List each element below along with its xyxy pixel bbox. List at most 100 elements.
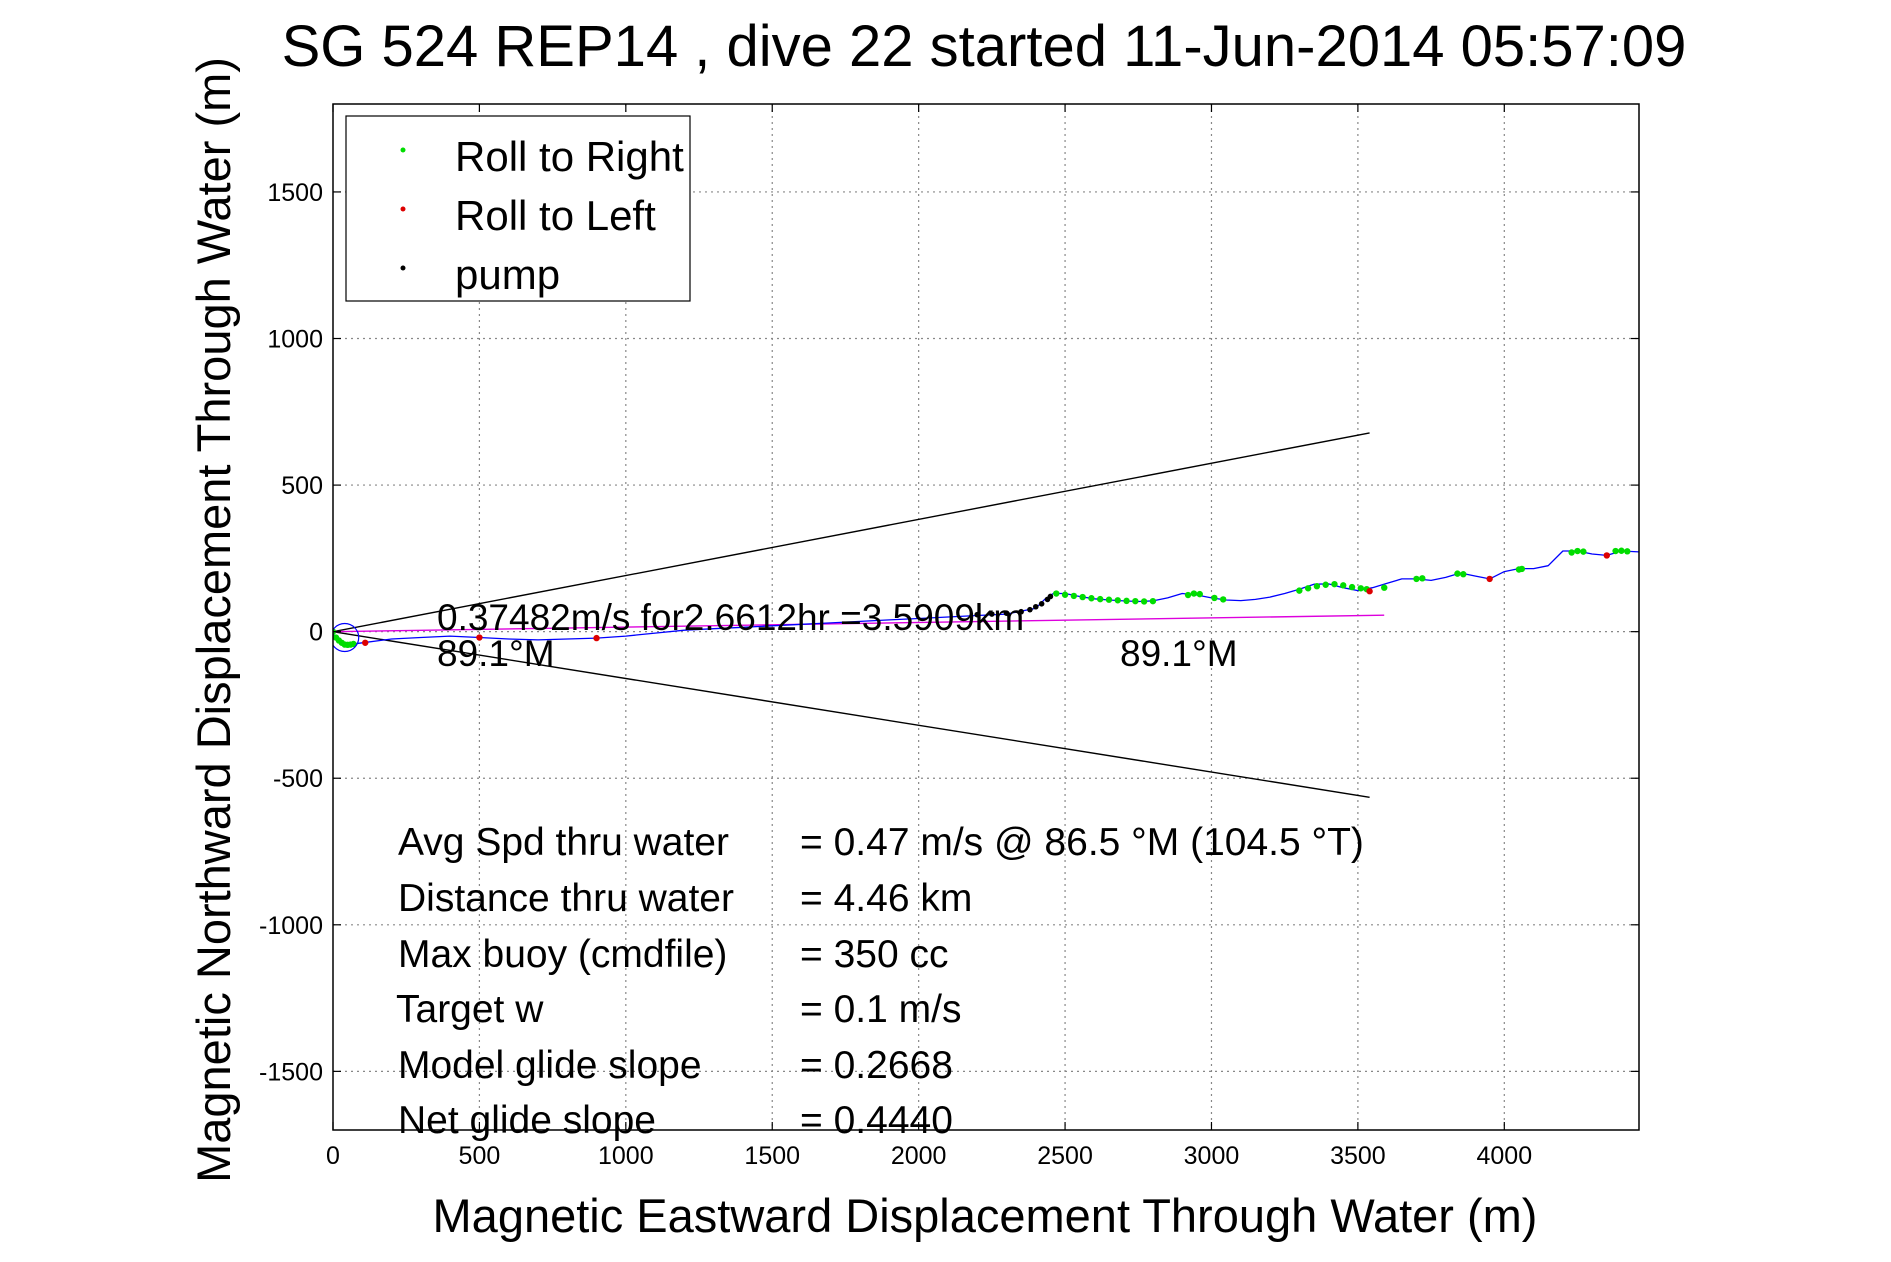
heading-annotation-left: 89.1°M [437, 633, 555, 674]
y-tick-label: 1500 [267, 179, 323, 207]
roll-right-point [1184, 591, 1192, 599]
roll-right-point [1331, 580, 1338, 588]
heading-annotation-right: 89.1°M [1120, 633, 1238, 674]
roll-right-point [1568, 549, 1575, 556]
x-tick-label: 3500 [1330, 1142, 1386, 1170]
x-tick-label: 2000 [891, 1142, 947, 1170]
x-tick-label: 1000 [598, 1142, 654, 1170]
stat-label: Net glide slope [398, 1099, 656, 1142]
roll-right-point [1413, 575, 1420, 583]
chart-title: SG 524 REP14 , dive 22 started 11-Jun-20… [282, 14, 1687, 79]
stat-label: Avg Spd thru water [398, 821, 729, 864]
pump-point [1018, 608, 1024, 615]
dive-stats: Avg Spd thru water = 0.47 m/s @ 86.5 °M … [396, 821, 1364, 1142]
legend-label-roll-right: Roll to Right [455, 133, 684, 180]
legend-marker-roll-left [400, 206, 406, 212]
roll-right-point [1123, 597, 1130, 605]
y-tick-label: -500 [273, 765, 323, 793]
x-tick-label: 3000 [1184, 1142, 1240, 1170]
roll-left-point [1603, 552, 1610, 559]
y-tick-label: -1000 [259, 912, 323, 940]
roll-right-point [1211, 594, 1218, 602]
stat-label: Max buoy (cmdfile) [398, 933, 727, 976]
roll-right-point [1381, 584, 1388, 591]
y-tick-label: -1500 [259, 1058, 323, 1086]
roll-right-point [1061, 591, 1069, 598]
roll-right-point [1574, 547, 1581, 555]
stat-value: = 0.4440 [800, 1099, 953, 1142]
roll-right-point [1357, 585, 1365, 592]
roll-right-point [1348, 583, 1356, 591]
cone-lower-line [333, 631, 1370, 798]
x-tick-label: 1500 [744, 1142, 800, 1170]
stat-value: = 0.1 m/s [800, 988, 961, 1031]
stat-label: Target w [396, 988, 544, 1031]
roll-right-point [350, 640, 357, 648]
heading-line [333, 614, 1385, 633]
start-loop-marker [333, 622, 360, 653]
roll-left-point [476, 634, 483, 641]
roll-right-point [1088, 595, 1095, 602]
roll-right-point [1518, 565, 1526, 573]
legend-label-pump: pump [455, 251, 560, 298]
roll-right-point [1419, 575, 1426, 582]
pump-point [1032, 603, 1039, 610]
roll-left-point [593, 634, 600, 642]
legend-marker-roll-right [400, 147, 406, 153]
pump-point [974, 611, 981, 618]
roll-left-point [1486, 575, 1493, 583]
stat-value: = 350 cc [800, 933, 949, 976]
data-layer [333, 432, 1639, 798]
stat-label: Model glide slope [398, 1044, 702, 1087]
stat-label: Distance thru water [398, 877, 734, 920]
cone-upper-line [333, 432, 1370, 633]
roll-right-point [1190, 590, 1198, 597]
roll-right-point [1624, 548, 1631, 555]
roll-right-point [1304, 585, 1312, 592]
x-tick-label: 4000 [1476, 1142, 1532, 1170]
roll-right-point [1219, 596, 1227, 603]
speed-annotation: 0.37482m/s for2.6612hr =3.5909km [437, 597, 1024, 638]
pump-point [1003, 610, 1010, 616]
roll-right-point [1196, 590, 1203, 598]
roll-right-point [1105, 596, 1113, 603]
x-tick-label: 500 [459, 1142, 501, 1170]
x-axis-title: Magnetic Eastward Displacement Through W… [433, 1189, 1538, 1242]
roll-right-point [1313, 583, 1321, 590]
roll-right-point [1149, 597, 1157, 605]
legend: Roll to Right Roll to Left pump [345, 115, 691, 302]
roll-right-point [1340, 582, 1347, 589]
roll-right-point [1322, 581, 1329, 588]
pump-point [1047, 593, 1054, 600]
pump-point [1027, 606, 1033, 613]
pump-point [989, 611, 995, 617]
y-tick-label: 500 [281, 472, 323, 500]
roll-right-point [1053, 590, 1060, 597]
legend-marker-pump [400, 265, 406, 271]
roll-left-point [362, 639, 369, 646]
stat-value: = 0.2668 [800, 1044, 953, 1087]
roll-right-point [1618, 547, 1625, 554]
track-line [333, 550, 1639, 646]
y-tick-label: 1000 [267, 326, 323, 354]
y-tick-label: 0 [309, 619, 323, 647]
roll-right-point [1454, 570, 1461, 577]
roll-right-point [1070, 592, 1078, 600]
stat-value: = 4.46 km [800, 877, 972, 920]
roll-right-point [1296, 587, 1303, 594]
roll-right-point [1460, 571, 1467, 578]
x-tick-label: 2500 [1037, 1142, 1093, 1170]
roll-right-point [1612, 547, 1619, 555]
roll-right-point [1114, 597, 1121, 604]
roll-right-point [1132, 597, 1139, 605]
roll-right-point [1140, 598, 1148, 605]
legend-label-roll-left: Roll to Left [455, 192, 656, 239]
roll-left-point [1366, 588, 1373, 595]
y-axis-title: Magnetic Northward Displacement Through … [187, 57, 240, 1183]
axes-frame [332, 103, 1640, 1131]
x-tick-label: 0 [326, 1142, 340, 1170]
ticks: 0 500 1000 1500 2000 2500 3000 3500 4000 -1500 -10… [259, 104, 1639, 1170]
roll-right-point [1580, 548, 1587, 555]
roll-right-point [1079, 593, 1086, 601]
